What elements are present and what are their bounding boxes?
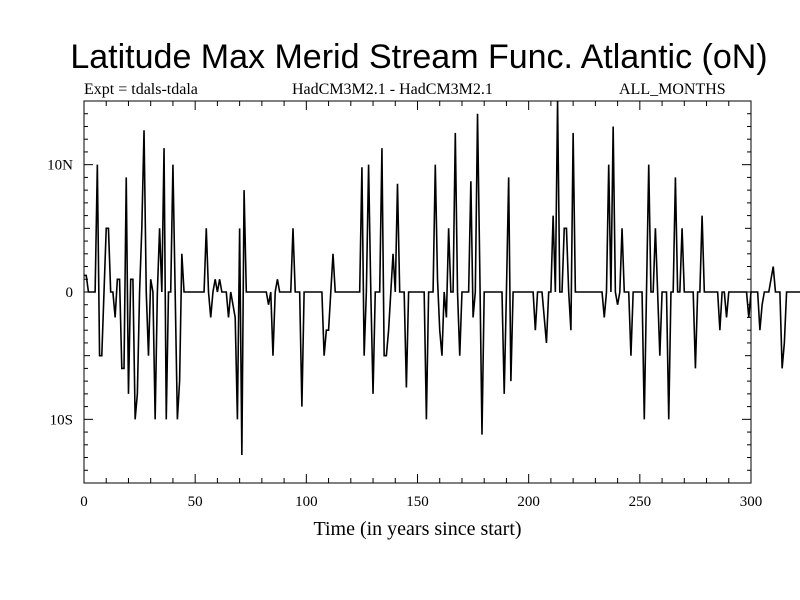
months-label: ALL_MONTHS <box>619 81 726 98</box>
y-tick-label: 10S <box>50 412 73 428</box>
x-tick-label: 0 <box>80 494 88 510</box>
x-tick-label: 300 <box>740 494 763 510</box>
model-label: HadCM3M2.1 - HadCM3M2.1 <box>292 81 493 98</box>
x-axis-label: Time (in years since start) <box>313 518 521 540</box>
x-tick-label: 250 <box>629 494 652 510</box>
x-tick-label: 200 <box>517 494 540 510</box>
experiment-label: Expt = tdals-tdala <box>84 81 198 98</box>
series-line <box>84 100 800 455</box>
x-tick-label: 50 <box>188 494 203 510</box>
chart-title: Latitude Max Merid Stream Func. Atlantic… <box>70 38 768 76</box>
y-tick-label: 0 <box>66 285 74 301</box>
y-tick-label: 10N <box>47 158 73 174</box>
x-tick-label: 100 <box>295 494 318 510</box>
x-tick-label: 150 <box>406 494 429 510</box>
